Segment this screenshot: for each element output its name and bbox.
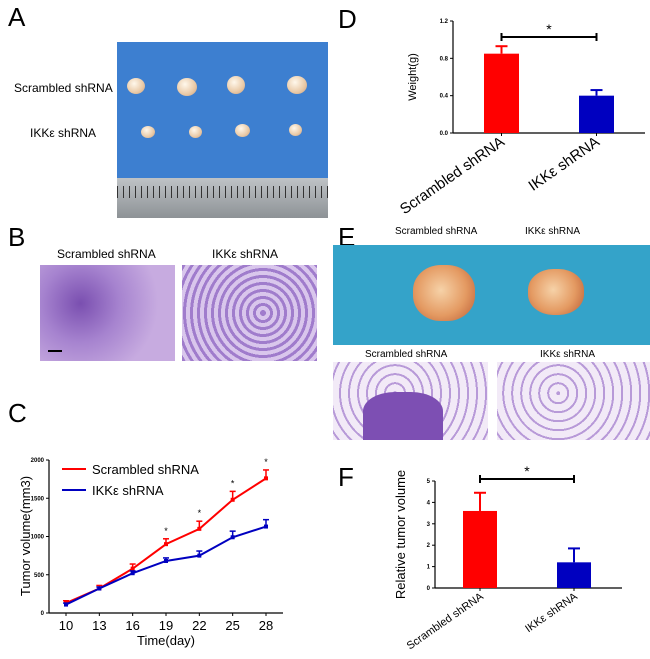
c-data-point bbox=[230, 497, 235, 502]
f-bar-1 bbox=[557, 562, 591, 588]
d-bar-0 bbox=[484, 53, 519, 133]
panel-e-top-label-scrambled: Scrambled shRNA bbox=[395, 226, 478, 237]
c-data-point bbox=[197, 553, 202, 558]
d-bar-1 bbox=[579, 95, 614, 133]
c-data-point bbox=[130, 571, 135, 576]
f-bar-0 bbox=[463, 510, 497, 588]
lung-histology-scrambled bbox=[333, 362, 488, 440]
c-x-tick-label: 19 bbox=[159, 618, 173, 633]
d-y-axis-label: Weight(g) bbox=[407, 53, 419, 100]
c-x-axis-label: Time(day) bbox=[137, 633, 195, 648]
histology-image-scrambled bbox=[40, 265, 175, 361]
panel-b-label-ikk: IKKε shRNA bbox=[212, 247, 279, 261]
c-data-point bbox=[164, 542, 168, 547]
c-x-tick-label: 25 bbox=[225, 618, 239, 633]
d-category-label-1: IKKε shRNA bbox=[525, 133, 602, 194]
c-x-tick-label: 16 bbox=[125, 618, 139, 633]
panel-e-top-label-ikk: IKKε shRNA bbox=[525, 226, 581, 237]
panel-c-letter: C bbox=[8, 398, 27, 428]
panel-e-letter: E bbox=[338, 222, 356, 252]
d-y-tick-label: 1.2 bbox=[440, 19, 449, 25]
lung-photo bbox=[333, 245, 650, 345]
panel-d-letter: D bbox=[338, 4, 357, 34]
scale-bar bbox=[48, 350, 62, 352]
c-data-point bbox=[64, 602, 68, 607]
panel-b-letter: B bbox=[8, 222, 26, 252]
d-significance-mark: * bbox=[546, 21, 552, 37]
c-data-point bbox=[130, 566, 135, 571]
panel-e-bottom-label-ikk: IKKε shRNA bbox=[540, 349, 596, 360]
c-legend-label-1: IKKε shRNA bbox=[92, 483, 164, 498]
panel-f-letter: F bbox=[338, 462, 354, 492]
f-category-label-1: IKKε shRNA bbox=[523, 590, 580, 635]
f-y-axis-label: Relative tumor volume bbox=[393, 470, 408, 599]
d-category-label-0: Scrambled shRNA bbox=[397, 133, 508, 218]
panel-b-label-scrambled: Scrambled shRNA bbox=[57, 247, 156, 261]
panel-e-bottom-label-scrambled: Scrambled shRNA bbox=[365, 349, 448, 360]
c-x-tick-label: 22 bbox=[192, 618, 206, 633]
c-x-tick-label: 13 bbox=[92, 618, 106, 633]
c-data-point bbox=[197, 526, 202, 531]
lung-histology-ikk bbox=[497, 362, 650, 440]
f-category-label-0: Scrambled shRNA bbox=[405, 590, 487, 652]
c-y-tick-label: 1500 bbox=[31, 496, 45, 502]
d-y-tick-label: 0.8 bbox=[440, 56, 449, 62]
f-y-tick-label: 0 bbox=[427, 586, 431, 592]
c-data-point bbox=[264, 476, 268, 481]
f-y-tick-label: 5 bbox=[427, 479, 431, 485]
panel-a-row-label-ikk: IKKε shRNA bbox=[30, 126, 97, 140]
panel-a-row-label-scrambled: Scrambled shRNA bbox=[14, 81, 113, 95]
c-significance-mark: * bbox=[231, 478, 235, 488]
c-significance-mark: * bbox=[264, 457, 268, 467]
f-y-tick-label: 2 bbox=[427, 543, 431, 549]
c-data-point bbox=[164, 558, 168, 563]
c-significance-mark: * bbox=[164, 526, 168, 536]
ruler bbox=[117, 178, 328, 218]
c-y-tick-label: 0 bbox=[41, 611, 45, 617]
c-y-axis-label: Tumor volume(mm3) bbox=[18, 476, 33, 596]
c-y-tick-label: 1000 bbox=[31, 535, 45, 541]
histology-image-ikk bbox=[182, 265, 317, 361]
c-y-tick-label: 500 bbox=[34, 573, 45, 579]
c-x-tick-label: 28 bbox=[259, 618, 273, 633]
f-y-tick-label: 1 bbox=[427, 565, 431, 571]
f-y-tick-label: 4 bbox=[427, 500, 431, 506]
panel-a-letter: A bbox=[8, 2, 26, 32]
d-y-tick-label: 0.0 bbox=[440, 131, 449, 137]
c-data-point bbox=[264, 524, 268, 529]
d-y-tick-label: 0.4 bbox=[440, 94, 449, 100]
c-data-point bbox=[97, 586, 102, 591]
c-y-tick-label: 2000 bbox=[31, 458, 45, 464]
c-legend-label-0: Scrambled shRNA bbox=[92, 462, 199, 477]
f-significance-mark: * bbox=[524, 463, 530, 479]
tumor-photo bbox=[117, 42, 328, 218]
c-data-point bbox=[230, 535, 235, 540]
f-y-tick-label: 3 bbox=[427, 522, 431, 528]
c-significance-mark: * bbox=[198, 508, 202, 518]
c-x-tick-label: 10 bbox=[59, 618, 73, 633]
